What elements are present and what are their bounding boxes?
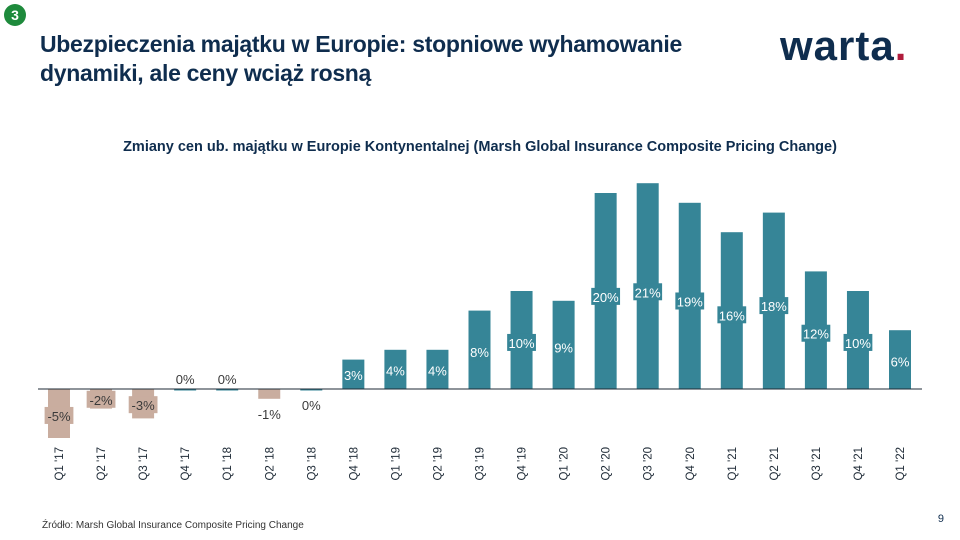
data-label-10: 8% (470, 345, 489, 360)
x-tick-label-9: Q2 '19 (432, 447, 444, 481)
x-tick-label-11: Q4 '19 (517, 447, 529, 481)
x-tick-label-18: Q3 '21 (811, 447, 823, 481)
data-label-bg-14 (633, 283, 663, 301)
x-tick-label-10: Q3 '19 (475, 447, 487, 481)
data-label-bg-12 (553, 338, 575, 356)
data-label-1: -2% (89, 393, 113, 408)
x-tick-label-17: Q2 '21 (769, 447, 781, 481)
data-label-bg-15 (675, 292, 705, 310)
x-tick-label-0: Q1 '17 (54, 447, 66, 481)
data-label-bg-18 (801, 324, 831, 342)
x-tick-label-13: Q2 '20 (601, 447, 613, 481)
x-tick-label-12: Q1 '20 (559, 447, 571, 481)
data-label-bg-1 (86, 390, 116, 408)
x-tick-label-8: Q1 '19 (390, 447, 402, 481)
data-label-bg-7 (342, 366, 364, 384)
x-tick-label-19: Q4 '21 (853, 447, 865, 481)
data-label-bg-0 (44, 406, 74, 424)
logo-dot: . (894, 22, 908, 69)
data-label-0: -5% (47, 409, 71, 424)
x-tick-label-2: Q3 '17 (138, 447, 150, 481)
x-tick-label-3: Q4 '17 (180, 447, 192, 481)
data-label-bg-11 (507, 333, 536, 351)
data-label-5: -1% (258, 407, 282, 422)
data-label-bg-20 (889, 352, 911, 370)
data-label-6: 0% (302, 398, 321, 413)
bar-4 (216, 389, 239, 391)
data-label-16: 16% (719, 308, 745, 323)
x-tick-label-1: Q2 '17 (96, 447, 108, 481)
data-label-8: 4% (386, 364, 405, 379)
data-label-14: 21% (635, 285, 661, 300)
x-tick-label-6: Q3 '18 (306, 447, 318, 481)
data-label-bg-2 (128, 396, 158, 414)
bar-6 (300, 389, 323, 391)
logo-text: warta (780, 22, 895, 69)
data-label-7: 3% (344, 368, 363, 383)
source-note: Źródło: Marsh Global Insurance Composite… (42, 520, 304, 531)
data-label-15: 19% (677, 294, 703, 309)
data-label-9: 4% (428, 364, 447, 379)
x-tick-label-14: Q3 '20 (643, 447, 655, 481)
data-label-bg-16 (717, 306, 747, 324)
x-tick-label-4: Q1 '18 (222, 447, 234, 481)
chart-title: Zmiany cen ub. majątku w Europie Kontyne… (123, 139, 837, 155)
data-label-20: 6% (891, 354, 910, 369)
x-tick-label-15: Q4 '20 (685, 447, 697, 481)
data-label-13: 20% (593, 290, 619, 305)
data-label-3: 0% (176, 372, 195, 387)
data-label-bg-9 (426, 361, 449, 379)
data-label-19: 10% (845, 336, 871, 351)
warta-logo: warta. (780, 22, 907, 70)
bar-5 (258, 389, 281, 399)
x-tick-label-7: Q4 '18 (348, 447, 360, 481)
x-tick-label-20: Q1 '22 (895, 447, 907, 481)
data-label-11: 10% (509, 336, 535, 351)
x-tick-label-16: Q1 '21 (727, 447, 739, 481)
data-label-bg-17 (759, 297, 789, 315)
bar-3 (174, 389, 197, 391)
page-number: 9 (937, 513, 944, 525)
section-number-badge: 3 (4, 4, 26, 26)
data-label-bg-13 (591, 287, 621, 305)
data-label-bg-10 (468, 343, 491, 361)
data-label-4: 0% (218, 372, 237, 387)
x-tick-label-5: Q2 '18 (264, 447, 276, 481)
data-label-bg-19 (843, 333, 873, 351)
data-label-12: 9% (554, 341, 573, 356)
data-label-2: -3% (132, 398, 156, 413)
data-label-17: 18% (761, 299, 787, 314)
page-title: Ubezpieczenia majątku w Europie: stopnio… (40, 31, 682, 86)
data-label-18: 12% (803, 327, 829, 342)
data-label-bg-8 (384, 361, 406, 379)
